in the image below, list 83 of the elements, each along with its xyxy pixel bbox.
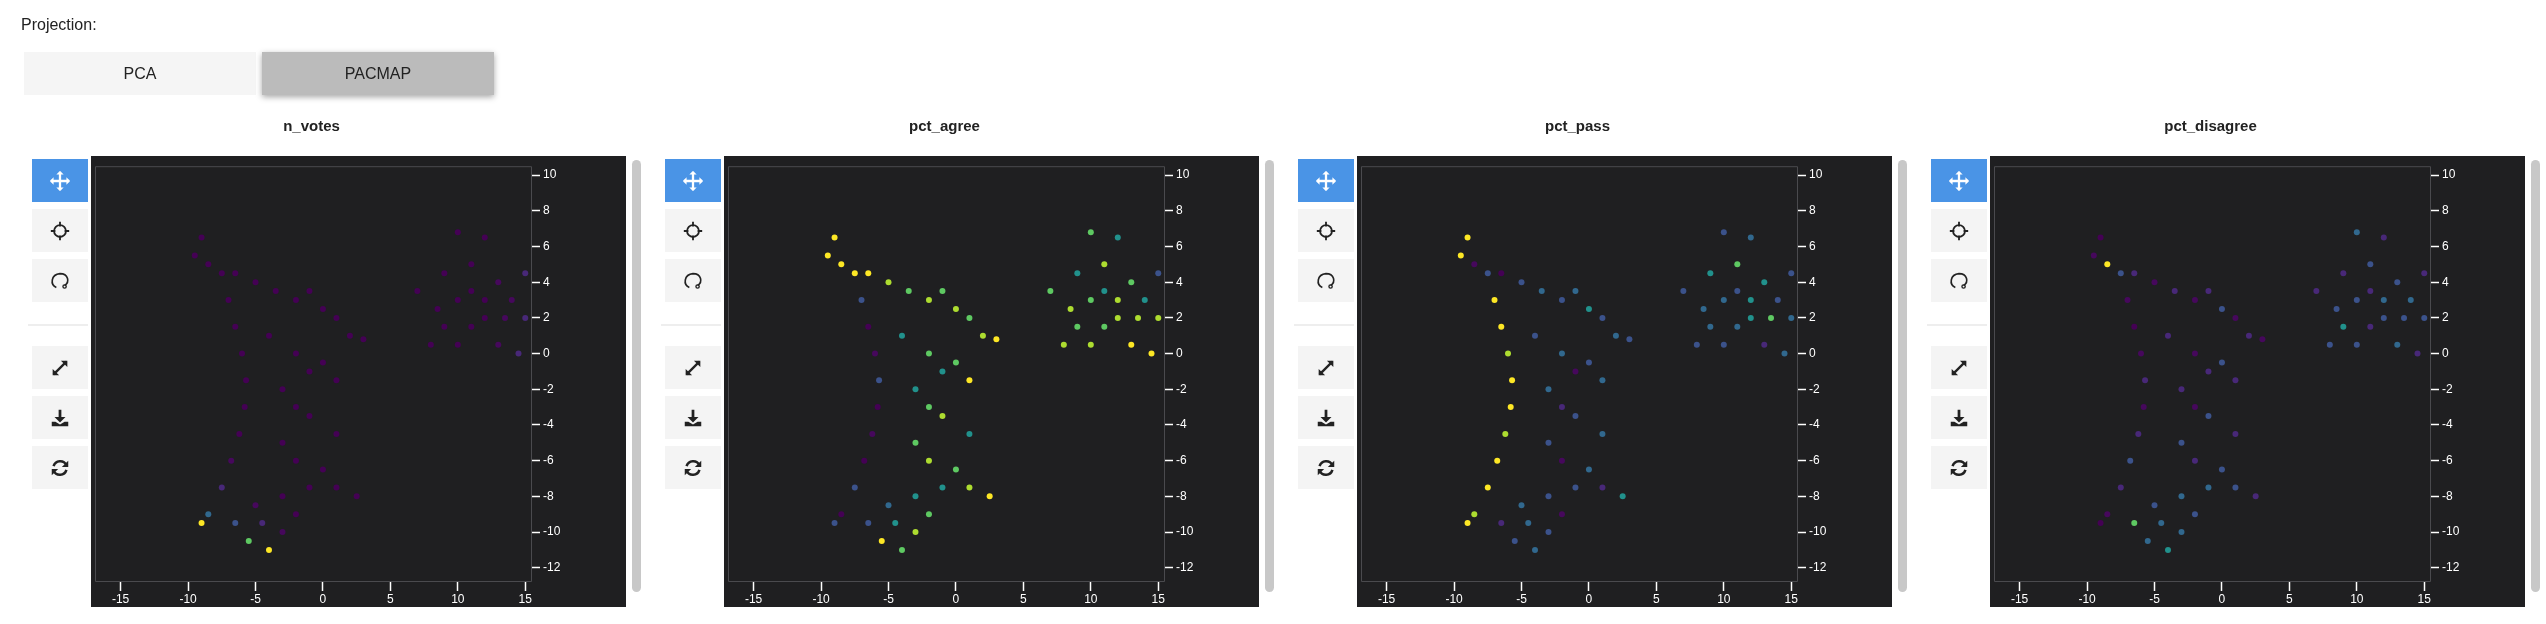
y-tick-label: 2 (1176, 310, 1183, 325)
y-tick-label: 10 (1176, 167, 1190, 182)
y-tick-label: -2 (2442, 381, 2453, 396)
y-tick-label: 6 (1809, 238, 1816, 253)
x-tick-label: 15 (2417, 591, 2432, 606)
y-tick-label: -8 (1809, 488, 1820, 503)
y-tick-label: 6 (2442, 238, 2449, 253)
x-tick-label: -10 (1445, 591, 1464, 606)
y-tick-label: 6 (543, 238, 550, 253)
chart-title: pct_pass (1543, 117, 1611, 134)
y-tick-label: 2 (2442, 310, 2449, 325)
x-tick-label: -15 (1377, 591, 1396, 606)
x-tick-label: -15 (111, 591, 130, 606)
y-tick-label: -2 (543, 381, 554, 396)
x-tick-label: 15 (1151, 591, 1166, 606)
y-tick-label: -4 (2442, 417, 2453, 432)
y-tick-label: 10 (543, 167, 557, 182)
chart-title: n_votes (282, 117, 341, 134)
x-tick-label: 10 (1084, 591, 1098, 606)
y-tick-label: 10 (2442, 167, 2456, 182)
y-tick-label: 4 (2442, 274, 2449, 289)
x-tick-label: -10 (179, 591, 198, 606)
y-tick-label: 0 (2442, 345, 2449, 360)
y-tick-label: 8 (2442, 203, 2449, 218)
y-tick-label: 10 (1809, 167, 1823, 182)
y-tick-label: 2 (543, 310, 550, 325)
x-tick-label: 15 (518, 591, 533, 606)
x-tick-label: 5 (1020, 591, 1028, 606)
y-tick-label: -10 (543, 524, 561, 539)
x-tick-label: 5 (2286, 591, 2294, 606)
x-tick-label: -5 (250, 591, 262, 606)
x-tick-label: 0 (1585, 591, 1593, 606)
x-tick-label: 0 (952, 591, 960, 606)
x-tick-label: 10 (2350, 591, 2364, 606)
x-tick-label: -5 (2149, 591, 2161, 606)
x-tick-label: -10 (2078, 591, 2097, 606)
y-tick-label: 0 (1176, 345, 1183, 360)
y-tick-label: -12 (1809, 560, 1827, 575)
y-tick-label: -4 (1809, 417, 1820, 432)
x-tick-label: 0 (2218, 591, 2226, 606)
y-tick-label: -12 (543, 560, 561, 575)
y-tick-label: -6 (1809, 452, 1820, 467)
y-tick-label: 8 (1176, 203, 1183, 218)
y-tick-label: 0 (1809, 345, 1816, 360)
y-tick-label: 0 (543, 345, 550, 360)
x-tick-label: 5 (387, 591, 395, 606)
x-tick-label: 10 (451, 591, 465, 606)
y-tick-label: -8 (543, 488, 554, 503)
y-tick-label: -4 (543, 417, 554, 432)
x-tick-label: -5 (883, 591, 895, 606)
y-tick-label: -12 (2442, 560, 2460, 575)
y-tick-label: 4 (543, 274, 550, 289)
x-tick-label: -10 (812, 591, 831, 606)
x-tick-label: -15 (744, 591, 763, 606)
y-tick-label: -10 (1809, 524, 1827, 539)
y-tick-label: 8 (543, 203, 550, 218)
y-tick-label: -4 (1176, 417, 1187, 432)
text: Projection: (21, 16, 97, 34)
y-tick-label: -2 (1809, 381, 1820, 396)
y-tick-label: -12 (1176, 560, 1194, 575)
y-tick-label: 8 (1809, 203, 1816, 218)
y-tick-label: -8 (1176, 488, 1187, 503)
x-tick-label: 10 (1717, 591, 1731, 606)
y-tick-label: 6 (1176, 238, 1183, 253)
x-tick-label: 15 (1784, 591, 1799, 606)
chart-title: pct_agree (908, 117, 981, 134)
x-tick-label: -5 (1516, 591, 1528, 606)
y-tick-label: -10 (1176, 524, 1194, 539)
y-tick-label: -8 (2442, 488, 2453, 503)
y-tick-label: -2 (1176, 381, 1187, 396)
x-tick-label: -15 (2010, 591, 2029, 606)
y-tick-label: 4 (1176, 274, 1183, 289)
chart-title: pct_disagree (2163, 117, 2258, 134)
x-tick-label: 5 (1653, 591, 1661, 606)
y-tick-label: -10 (2442, 524, 2460, 539)
y-tick-label: 4 (1809, 274, 1816, 289)
y-tick-label: -6 (2442, 452, 2453, 467)
text: PACMAP (262, 52, 494, 95)
y-tick-label: 2 (1809, 310, 1816, 325)
y-tick-label: -6 (1176, 452, 1187, 467)
y-tick-label: -6 (543, 452, 554, 467)
text: PCA (24, 52, 256, 95)
x-tick-label: 0 (319, 591, 327, 606)
